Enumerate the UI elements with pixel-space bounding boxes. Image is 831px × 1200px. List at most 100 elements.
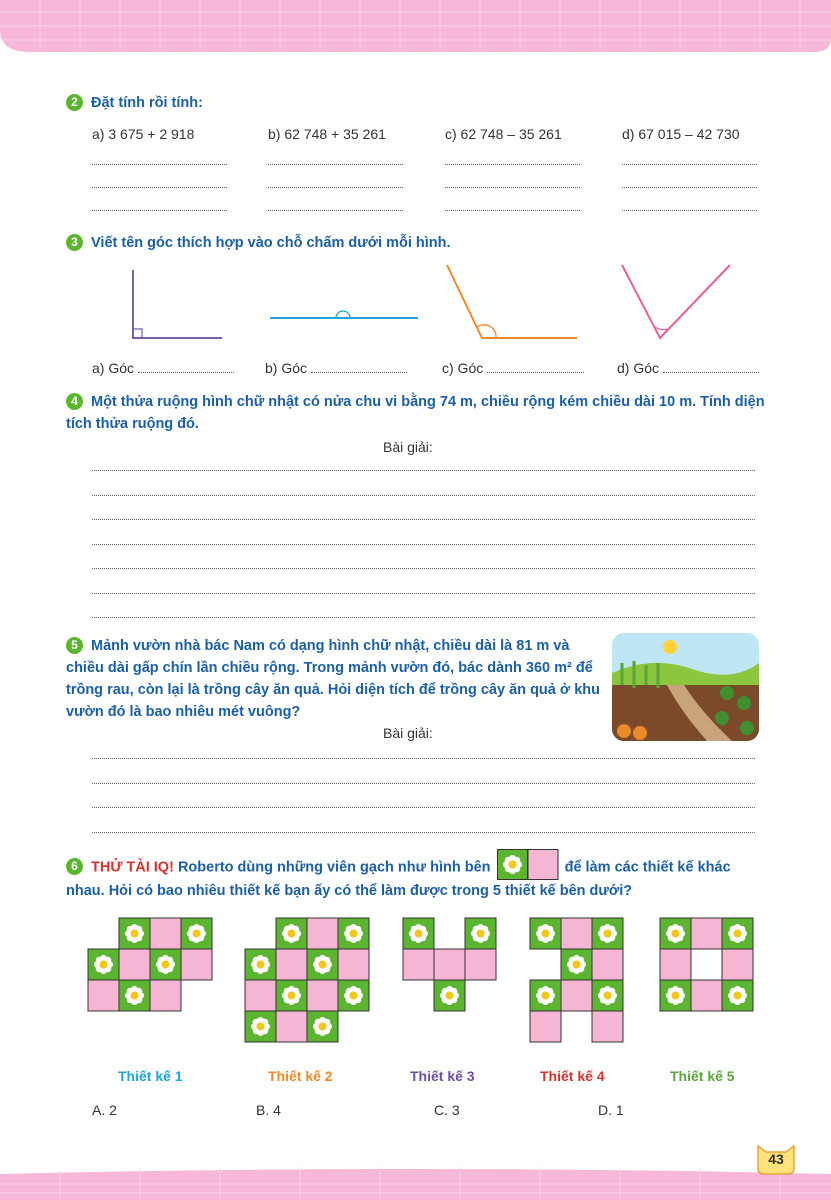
flower-center [603,991,612,1000]
garden-illustration [612,633,759,741]
flower-center [445,991,454,1000]
tile [560,917,593,950]
tile [149,979,182,1012]
tile [591,1010,624,1043]
design-name: Thiết kế 5 [670,1068,735,1084]
dotted-line [622,210,757,211]
flower-center [99,960,108,969]
design-name: Thiết kế 2 [268,1068,333,1084]
dotted-line [92,470,755,471]
tile [690,948,723,981]
tile [87,979,120,1012]
label-text: c) Góc [442,360,484,376]
label: c) Góc [442,360,584,376]
label: a) Góc [92,360,234,376]
flower-center [161,960,170,969]
flower-center [414,929,423,938]
dotted-line [268,164,403,165]
page-number: 43 [768,1151,784,1167]
flower-center [349,929,358,938]
title: Một thửa ruộng hình chữ nhật có nửa chu … [66,394,765,432]
dotted-line [92,617,755,618]
flower-center [476,929,485,938]
angle-figures [132,264,731,340]
dots [138,360,234,373]
page-badge [757,1144,795,1175]
flower-center [671,991,680,1000]
item: c) 62 748 – 35 261 [445,126,562,142]
label: b) Góc [265,360,407,376]
tile [118,948,151,981]
dotted-line [92,164,227,165]
tile [180,948,213,981]
exercise-3-title: 3 Viết tên góc thích hợp vào chỗ chấm dướ… [66,232,451,254]
dotted-line [622,187,757,188]
tile [721,948,754,981]
flower-center [318,1022,327,1031]
option: A. 2 [92,1102,117,1118]
flower-center [603,929,612,938]
tile [402,948,435,981]
text: Roberto dùng những viên gạch như hình bê… [177,859,491,876]
exercise-5-title: 5 Mảnh vườn nhà bác Nam có dạng hình chữ … [66,635,606,723]
exercise-number: 4 [66,393,83,410]
flower-center [671,929,680,938]
footer-band [0,1167,831,1200]
flower-center [733,991,742,1000]
option: C. 3 [434,1102,460,1118]
exercise-number: 6 [66,858,83,876]
header-band [0,0,831,52]
dotted-line [92,782,755,784]
tile [275,948,308,981]
flower-center [287,929,296,938]
flower-center [541,991,550,1000]
dotted-line [268,187,403,188]
item: b) 62 748 + 35 261 [268,126,386,142]
tile [591,948,624,981]
tile [529,1010,562,1043]
tile [275,1010,308,1043]
tile [690,979,723,1012]
dotted-line [92,494,755,496]
flower-center [733,929,742,938]
exercise-6-text: 6 THỬ TÀI IQ! Roberto dùng những viên gạc… [66,849,766,903]
dotted-line [268,210,403,211]
dotted-line [92,758,755,759]
exercise-number: 5 [66,637,83,654]
flower-center [287,991,296,1000]
designs [87,917,754,1043]
dotted-line [92,210,227,211]
tile [244,979,277,1012]
dots [311,360,407,373]
title: Mảnh vườn nhà bác Nam có dạng hình chữ n… [66,638,600,720]
dotted-line [92,831,755,833]
item: d) 67 015 – 42 730 [622,126,740,142]
label: d) Góc [617,360,759,376]
flower-center [256,1022,265,1031]
exercise-4-title: 4 Một thửa ruộng hình chữ nhật có nửa chu… [66,391,766,435]
title: Viết tên góc thích hợp vào chỗ chấm dưới… [91,235,451,251]
dotted-line [92,187,227,188]
tile [149,917,182,950]
dotted-line [445,187,580,188]
design-name: Thiết kế 3 [410,1068,475,1084]
tile [690,917,723,950]
dotted-line [622,164,757,165]
label-text: b) Góc [265,360,308,376]
flower-center [192,929,201,938]
exercise-number: 3 [66,234,83,251]
flower-center [572,960,581,969]
tile [560,979,593,1012]
tile [337,948,370,981]
dotted-line [92,592,755,594]
tile [306,917,339,950]
dotted-line [92,543,755,545]
flower-center [318,960,327,969]
highlight: THỬ TÀI IQ! [91,859,174,876]
tile [433,948,466,981]
title: Đặt tính rồi tính: [91,95,203,111]
label-text: d) Góc [617,360,660,376]
dotted-line [445,164,580,165]
exercise-number: 2 [66,94,83,111]
